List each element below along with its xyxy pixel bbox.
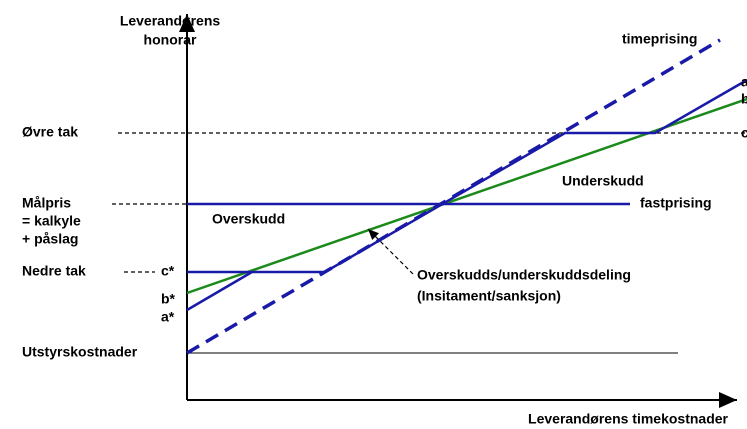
right-label: b — [741, 91, 747, 107]
left-label: Nedre tak — [22, 263, 86, 279]
left-label: + påslag — [22, 231, 78, 247]
y-axis-label: Leverandørens — [120, 13, 221, 29]
left-label: = kalkyle — [22, 213, 81, 229]
axis-marker: a* — [161, 309, 175, 325]
annotation: (Insitament/sanksjon) — [417, 288, 561, 304]
y-axis-label: honorar — [144, 32, 197, 48]
right-label: timeprising — [622, 31, 697, 47]
a-line-start — [186, 270, 253, 312]
left-label: Utstyrskostnader — [22, 344, 138, 360]
annotation-arrow — [367, 228, 414, 275]
region-label: Underskudd — [562, 173, 644, 189]
right-label: fastprising — [640, 195, 712, 211]
x-axis-label: Leverandørens timekostnader — [528, 411, 729, 427]
sharing-line — [186, 97, 747, 295]
capped-line — [187, 78, 747, 274]
right-label: c — [741, 125, 747, 141]
annotation: Overskudds/underskuddsdeling — [417, 267, 631, 283]
region-label: Overskudd — [212, 211, 285, 227]
right-label: a — [741, 74, 747, 90]
axis-marker: b* — [161, 291, 176, 307]
left-label: Øvre tak — [22, 124, 78, 140]
left-label: Målpris — [22, 195, 71, 211]
axis-marker: c* — [161, 263, 175, 279]
